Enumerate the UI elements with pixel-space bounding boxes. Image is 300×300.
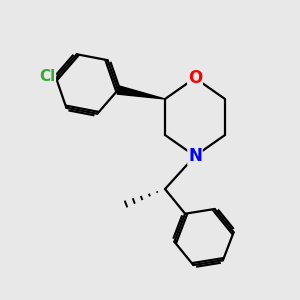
Text: Cl: Cl bbox=[39, 69, 56, 84]
Text: O: O bbox=[188, 69, 202, 87]
Text: N: N bbox=[188, 147, 202, 165]
Polygon shape bbox=[117, 86, 165, 99]
